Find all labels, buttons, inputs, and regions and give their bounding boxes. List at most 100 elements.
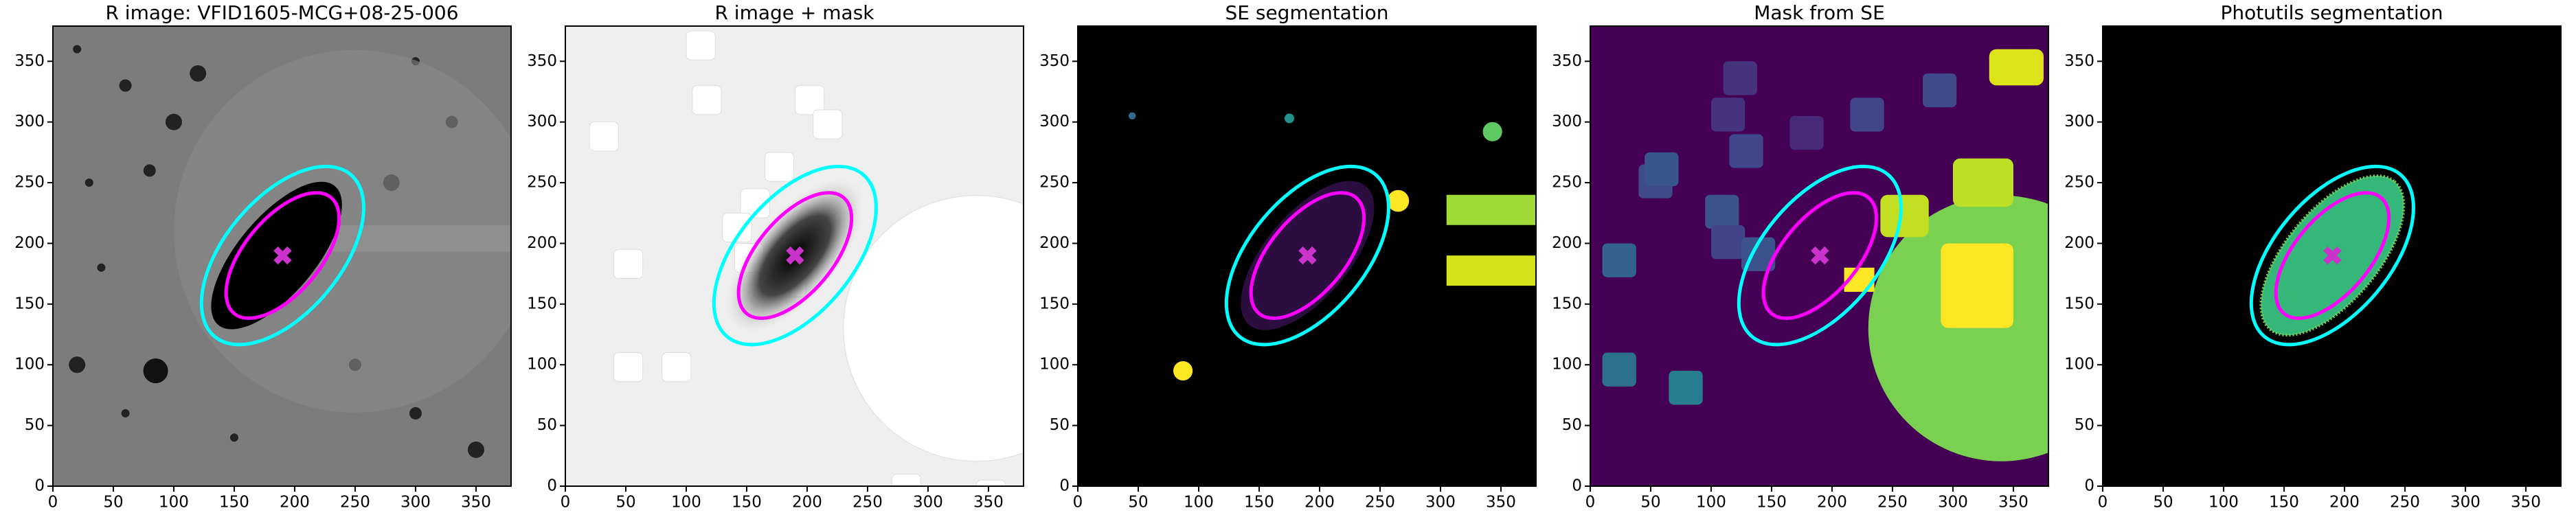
x-tick-label: 350	[1486, 494, 1516, 512]
star	[121, 409, 130, 417]
y-tick-label: 100	[527, 356, 557, 374]
mask-circle	[843, 195, 1024, 462]
y-tick-label: 250	[1552, 174, 1582, 192]
image	[565, 26, 1024, 486]
y-tick-label: 50	[537, 416, 557, 434]
y-tick-label: 300	[527, 113, 557, 130]
y-tick-label: 50	[2075, 416, 2094, 434]
x-tick-label: 100	[159, 494, 189, 512]
star	[190, 65, 207, 82]
y-tick-label: 150	[14, 295, 45, 312]
center-marker	[2323, 246, 2342, 265]
mask-box	[794, 85, 825, 115]
x-tick-label: 100	[2208, 494, 2239, 512]
mask-box	[686, 30, 716, 60]
mask-box	[1880, 194, 1929, 238]
star	[73, 45, 82, 54]
center-marker	[1298, 246, 1317, 265]
y-tick-label: 200	[1039, 234, 1070, 252]
mask-box	[1952, 158, 2013, 207]
image	[1590, 26, 2048, 486]
mask-box	[1989, 49, 2044, 86]
x-tick-label: 300	[2450, 494, 2481, 512]
y-tick-label: 150	[1552, 295, 1582, 312]
y-tick-label: 0	[2084, 477, 2094, 495]
mask-box	[1789, 115, 1824, 150]
panel: SE segmentation 0 50 100 150 200 250 300 350 0 50 1…	[1039, 1, 1537, 512]
mask-box	[1922, 73, 1957, 108]
mask-box	[662, 352, 692, 382]
x-tick-label: 100	[671, 494, 701, 512]
x-tick-label: 50	[1640, 494, 1660, 512]
mask-box	[1941, 243, 2013, 328]
aperture-ellipse	[2249, 164, 2415, 347]
x-tick-label: 0	[1073, 494, 1083, 512]
mask-box	[589, 122, 619, 152]
x-tick-label: 300	[1938, 494, 1968, 512]
segment	[1128, 112, 1136, 120]
star	[97, 263, 106, 272]
x-tick-label: 250	[1877, 494, 1908, 512]
y-tick-label: 50	[25, 416, 45, 434]
center-marker	[786, 246, 804, 265]
mask-box	[1645, 152, 1679, 187]
x-tick-label: 0	[48, 494, 58, 512]
y-tick-label: 200	[527, 234, 557, 252]
segment	[1284, 113, 1295, 124]
center-marker	[1811, 246, 1829, 265]
y-tick-label: 200	[14, 234, 45, 252]
y-tick-label: 150	[527, 295, 557, 312]
x-tick-label: 50	[1128, 494, 1148, 512]
image	[53, 26, 511, 486]
mask-box	[1710, 225, 1745, 260]
x-tick-label: 50	[103, 494, 123, 512]
y-tick-label: 0	[1059, 477, 1070, 495]
x-tick-label: 50	[2153, 494, 2173, 512]
mask-box	[1669, 371, 1703, 405]
panel: R image: VFID1605-MCG+08-25-006 0 50 100 150…	[14, 1, 512, 512]
y-tick-label: 0	[34, 477, 45, 495]
y-tick-label: 350	[14, 52, 45, 70]
x-tick-label: 150	[1756, 494, 1787, 512]
panel-title: R image: VFID1605-MCG+08-25-006	[105, 1, 458, 24]
x-tick-label: 200	[2329, 494, 2360, 512]
aperture-ellipse	[1737, 164, 1903, 347]
star	[229, 433, 238, 442]
mask-box	[1723, 61, 1757, 95]
y-tick-label: 100	[1552, 356, 1582, 374]
mask-box	[1705, 194, 1739, 229]
aperture-ellipse	[1761, 191, 1879, 320]
x-tick-label: 250	[340, 494, 370, 512]
mask-box	[1602, 243, 1636, 277]
x-tick-label: 200	[1304, 494, 1335, 512]
panel: Photutils segmentation 0 50 100 150 200 250 300…	[2064, 1, 2562, 512]
x-tick-label: 300	[1425, 494, 1456, 512]
x-tick-label: 100	[1696, 494, 1726, 512]
mask-box	[1602, 352, 1636, 387]
x-tick-label: 150	[1244, 494, 1274, 512]
aperture-ellipse	[199, 164, 365, 347]
x-tick-label: 350	[973, 494, 1004, 512]
star	[467, 441, 484, 458]
image	[2103, 26, 2561, 486]
axes-frame	[1590, 25, 2049, 487]
mask-box	[1710, 98, 1745, 132]
x-tick-label: 250	[2390, 494, 2420, 512]
y-tick-label: 250	[527, 174, 557, 192]
y-tick-label: 200	[1552, 234, 1582, 252]
star	[84, 179, 93, 187]
mask-box	[613, 249, 644, 279]
mask-box	[613, 352, 644, 382]
y-tick-label: 150	[1039, 295, 1070, 312]
segment	[1482, 122, 1502, 141]
x-tick-label: 0	[561, 494, 571, 512]
image	[1078, 26, 1536, 486]
segment	[1446, 255, 1536, 286]
panel: R image + mask 0 50 100 150 200 250 300 350 0 50 10…	[527, 1, 1024, 512]
axes-frame	[565, 25, 1024, 487]
x-tick-label: 250	[852, 494, 883, 512]
y-tick-label: 0	[1572, 477, 1582, 495]
mask-box	[764, 152, 795, 182]
aperture-ellipse	[736, 191, 854, 320]
y-tick-label: 150	[2064, 295, 2094, 312]
